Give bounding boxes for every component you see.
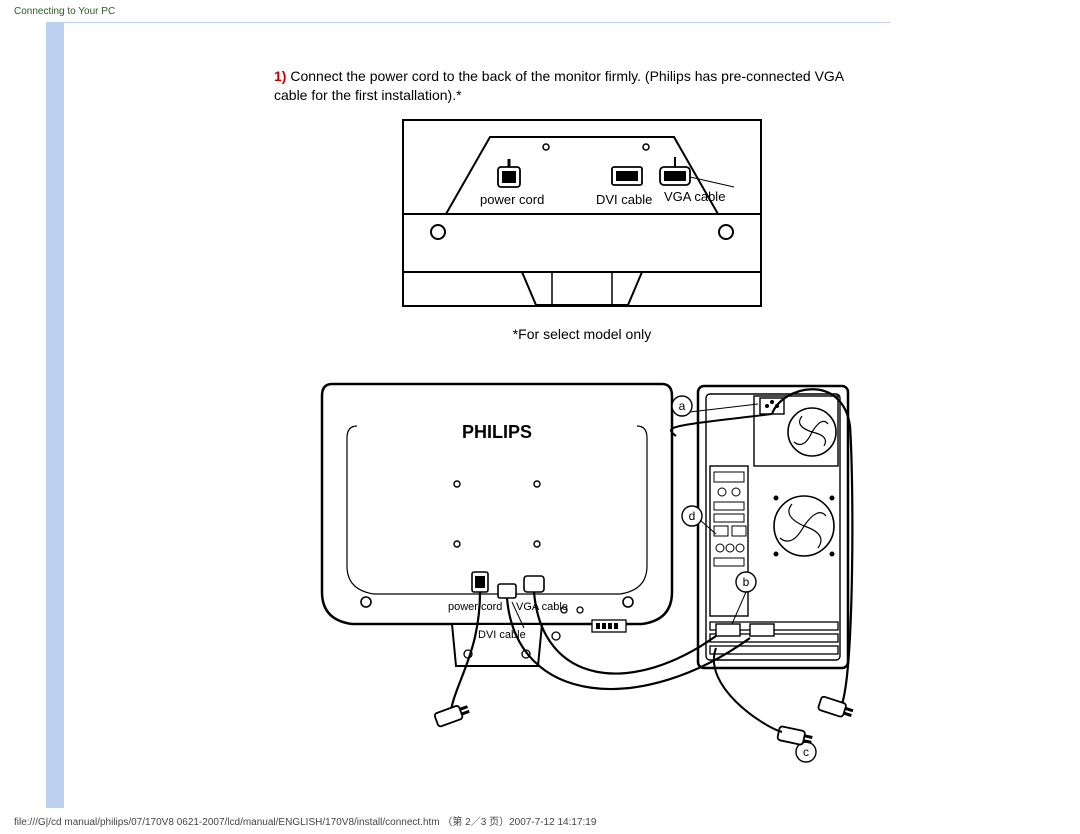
step-number: 1) [274, 68, 286, 84]
callout-d: d [689, 509, 696, 523]
callout-b: b [743, 575, 750, 589]
label-power-cord-2: power cord [448, 601, 502, 613]
brand-label: PHILIPS [462, 422, 532, 442]
label-power-cord: power cord [480, 192, 544, 207]
sidebar-stripe [46, 22, 64, 808]
label-vga-cable-2: VGA cable [516, 601, 568, 613]
footer-page-info: （第 2／3 页）2007-7-12 14:17:19 [442, 817, 596, 828]
footer-path: file:///G|/cd manual/philips/07/170V8 06… [14, 813, 596, 828]
figure-connection-diagram: PHILIPS power cord VGA cable DVI cable [302, 366, 862, 766]
page-header: Connecting to Your PC [0, 0, 1080, 17]
step-text: Connect the power cord to the back of th… [274, 68, 843, 103]
step-1: 1) Connect the power cord to the back of… [274, 67, 850, 105]
callout-a: a [679, 399, 686, 413]
label-dvi-cable: DVI cable [596, 192, 652, 207]
figure-caption: *For select model only [274, 325, 890, 344]
callout-c: c [803, 745, 809, 759]
main-content: 1) Connect the power cord to the back of… [64, 22, 890, 808]
footer-file-path: file:///G|/cd manual/philips/07/170V8 06… [14, 817, 440, 828]
label-vga-cable: VGA cable [664, 189, 725, 204]
figure-monitor-ports: power cord DVI cable VGA cable [402, 119, 762, 307]
